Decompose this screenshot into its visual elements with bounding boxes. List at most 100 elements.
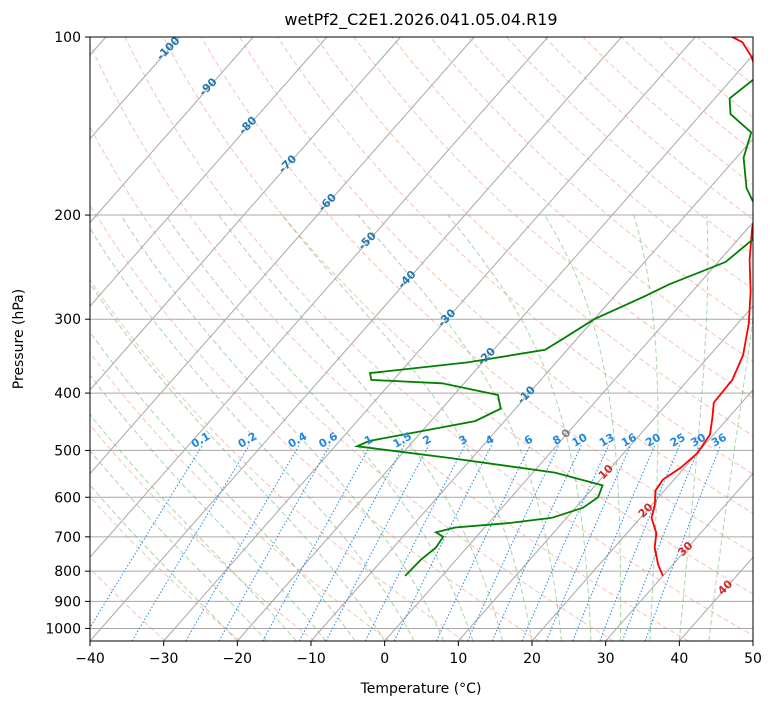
- mixing-ratio-label: 36: [709, 431, 729, 450]
- moist-adiabat-12: [165, 214, 474, 641]
- mixing-ratio-label: 0.2: [236, 430, 259, 451]
- dry-adiabat-340: [200, 37, 753, 554]
- y-tick-label: 200: [54, 208, 81, 224]
- mixing-ratio-line: [262, 444, 371, 641]
- dry-adiabat-380: [353, 37, 753, 399]
- isotherm-20: [531, 389, 753, 641]
- isotherm--70: [90, 37, 401, 391]
- dry-adiabat-470: [696, 37, 753, 86]
- line-labels: 0.1 0.2 0.4 0.6 1 1.5 2 3 4 6 8 10 13 16 20 25 30 36-100-…: [154, 37, 736, 598]
- isotherm--100: [90, 37, 180, 140]
- dry-adiabat-280: [90, 278, 465, 641]
- dry-adiabat-450: [620, 37, 753, 152]
- y-tick-label: 800: [54, 564, 81, 580]
- dewpoint-line: [353, 78, 753, 577]
- x-tick-label: 50: [744, 651, 762, 667]
- mixing-ratio-line: [521, 444, 610, 641]
- mixing-ratio-line: [491, 444, 582, 641]
- moist-adiabat--20: [90, 484, 238, 641]
- plot-frame: [89, 36, 754, 642]
- moist-adiabat-4: [90, 227, 415, 641]
- dry-adiabat-250: [90, 495, 241, 641]
- mixing-ratio-label: 20: [643, 431, 663, 450]
- temperature-line: [650, 37, 753, 577]
- isotherm--90: [90, 37, 254, 224]
- dry-adiabat-400: [429, 37, 753, 326]
- dry-adiabat-480: [735, 37, 753, 53]
- x-tick-label: −40: [75, 651, 105, 667]
- moist-adiabat--16: [90, 450, 268, 641]
- mixing-ratio-line: [435, 444, 531, 641]
- x-tick-label: −20: [223, 651, 253, 667]
- y-tick-label: 1000: [45, 621, 81, 637]
- isotherm-50: [752, 640, 753, 641]
- moist-adiabat-0: [90, 282, 386, 641]
- isotherm--10: [310, 137, 753, 641]
- mixing-ratio-line: [364, 444, 466, 641]
- dry-adiabat-410: [468, 37, 753, 290]
- dry-adiabat-310: [90, 42, 689, 641]
- mixing-ratio-label: 16: [619, 431, 639, 450]
- dry-adiabat-430: [544, 37, 753, 220]
- mixing-ratio-label: 2: [421, 433, 434, 448]
- x-tick-label: −10: [296, 651, 326, 667]
- y-axis: 100 200 300 400 500 600 700 800 900 1000: [45, 30, 90, 637]
- mixing-ratio-label: 30: [688, 431, 708, 450]
- moist-adiabat-20: [281, 214, 533, 641]
- dry-adiabat-420: [506, 37, 753, 255]
- dry-adiabat-320: [124, 37, 753, 637]
- mixing-ratio-label: 13: [597, 431, 617, 450]
- dry-adiabat-350: [239, 37, 753, 514]
- y-tick-label: 500: [54, 443, 81, 459]
- y-tick-label: 300: [54, 312, 81, 328]
- moist-adiabat-8: [120, 214, 445, 641]
- moist-adiabat--12: [90, 413, 297, 641]
- moist-adiabat--8: [90, 374, 327, 641]
- isotherm--40: [90, 37, 622, 641]
- moist-adiabat-16: [218, 214, 503, 641]
- moist-adiabat-36: [633, 214, 659, 641]
- x-axis-label: Temperature (°C): [360, 681, 482, 697]
- mixing-ratio-line: [545, 444, 632, 641]
- dry-adiabat-260: [90, 424, 316, 641]
- background-grid: [90, 37, 753, 641]
- dry-adiabat-290: [90, 204, 540, 641]
- mixing-ratio-label: 6: [522, 432, 535, 447]
- y-tick-label: 600: [54, 490, 81, 506]
- isotherm--20: [236, 54, 753, 641]
- isotherm--60: [90, 37, 475, 475]
- moist-adiabat-40: [678, 214, 709, 641]
- mixing-ratio-line: [621, 445, 701, 641]
- dry-adiabat-330: [162, 37, 753, 595]
- moist-adiabat-24: [357, 214, 562, 641]
- isotherm-0: [384, 221, 753, 641]
- moist-adiabat-44: [708, 314, 753, 641]
- y-tick-label: 400: [54, 386, 81, 402]
- mixing-ratio-label: 0.4: [286, 430, 310, 451]
- mixing-ratio-label: 25: [668, 431, 688, 450]
- mixing-ratio-line: [325, 444, 430, 641]
- mixing-ratio-line: [599, 445, 681, 641]
- isotherm--80: [90, 37, 328, 307]
- y-axis-label: Pressure (hPa): [11, 289, 27, 389]
- y-tick-label: 900: [54, 594, 81, 610]
- mixing-ratio-label: 4: [483, 432, 496, 447]
- dry-adiabat-390: [391, 37, 753, 362]
- y-tick-label: 100: [54, 30, 81, 46]
- mixing-ratio-line: [393, 444, 492, 641]
- dry-adiabat-300: [90, 125, 614, 641]
- isotherm-40: [678, 556, 753, 641]
- mixing-ratio-line: [185, 444, 300, 641]
- moist-adiabat--4: [90, 331, 356, 641]
- data-series: [353, 37, 753, 577]
- mixing-ratio-label: 10: [570, 431, 590, 450]
- mixing-ratio-line: [572, 445, 656, 641]
- moist-adiabat-28: [447, 214, 592, 641]
- y-tick-label: 700: [54, 530, 81, 546]
- mixing-ratio-label: 0.6: [316, 430, 340, 451]
- mixing-ratio-line: [467, 444, 560, 641]
- mixing-ratio-line: [644, 445, 722, 641]
- x-tick-label: 20: [523, 651, 541, 667]
- x-tick-label: 30: [597, 651, 615, 667]
- dry-adiabat-360: [277, 37, 753, 475]
